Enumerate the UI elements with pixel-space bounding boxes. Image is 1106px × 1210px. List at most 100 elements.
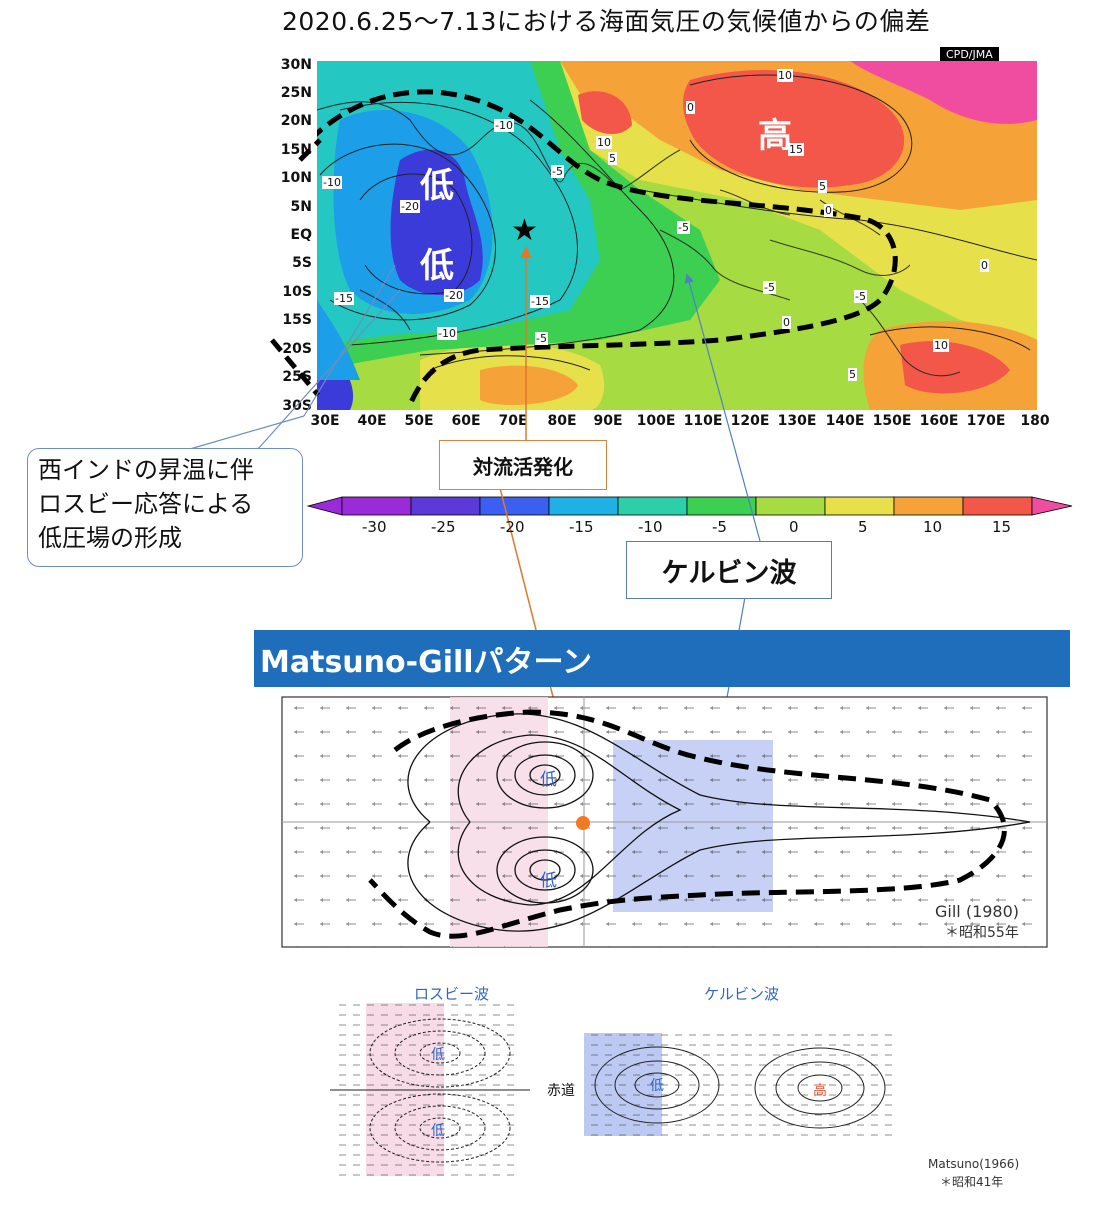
colorbar-tick: -15 (569, 518, 594, 536)
contour-label: 10 (596, 136, 612, 149)
lon-label: 120E (730, 413, 770, 429)
contour-label: 5 (818, 180, 827, 193)
lon-label: 60E (451, 413, 481, 429)
rossby-contours (369, 1018, 511, 1163)
colorbar-bin (686, 496, 757, 516)
dashed-outline (317, 89, 898, 406)
colorbar-tick: -25 (431, 518, 456, 536)
colorbar-cap-left (306, 496, 343, 516)
gill-diagram (281, 696, 1048, 948)
lat-label: 25N (280, 85, 312, 101)
contour-label: 15 (788, 143, 804, 156)
lon-label: 170E (966, 413, 1006, 429)
contour-label: -5 (535, 332, 548, 345)
pressure-anomaly-map (317, 61, 1037, 410)
lat-label: EQ (290, 227, 312, 243)
callout-pointer (303, 264, 396, 417)
colorbar-bin (410, 496, 481, 516)
colorbar-tick: 0 (789, 518, 799, 536)
lat-label: 15S (282, 312, 312, 328)
callout-line: ロスビー応答による (38, 490, 254, 518)
heating-source-marker (576, 816, 590, 830)
lon-label: 50E (404, 413, 434, 429)
figure-title: 2020.6.25～7.13における海面気圧の気候値からの偏差 (282, 7, 931, 36)
lon-label: 180 (1020, 413, 1050, 429)
contour-label: -10 (437, 327, 457, 340)
lon-label: 110E (683, 413, 723, 429)
gill-era: ＊昭和55年 (945, 925, 1019, 941)
matsuno-era: ＊昭和41年 (940, 1175, 1004, 1189)
colorbar-tick: -20 (500, 518, 525, 536)
rossby-wave-label: ロスビー波 (414, 985, 490, 1003)
lon-label: 150E (872, 413, 912, 429)
callout-pointer (189, 415, 305, 450)
contours (319, 74, 1037, 371)
contour-label: 0 (824, 204, 833, 217)
matsuno-citation: Matsuno(1966) (928, 1157, 1020, 1171)
colorbar-bin (341, 496, 412, 516)
callout-line: 低圧場の形成 (38, 524, 182, 552)
high-pressure-label: 高 (758, 116, 792, 156)
lat-label: 30N (280, 57, 312, 73)
contour-label: 0 (782, 316, 791, 329)
colorbar-bin (824, 496, 895, 516)
dashed-outline-tail (270, 338, 320, 397)
contour-label: -15 (530, 295, 550, 308)
lat-label: 20N (280, 113, 312, 129)
convection-callout: 対流活発化 (439, 440, 607, 490)
gill-low-north: 低 (540, 770, 557, 790)
lon-label: 100E (636, 413, 676, 429)
colorbar-tick: -10 (638, 518, 663, 536)
contour-label: 5 (608, 152, 617, 165)
gill-low-south: 低 (540, 871, 557, 891)
contour-label: -10 (322, 176, 342, 189)
dashed-outline-tail (298, 138, 322, 162)
kelvin-low-label: 低 (650, 1078, 664, 1094)
lat-label: 10N (280, 170, 312, 186)
callout-line: 西インドの昇温に伴 (38, 456, 254, 484)
colorbar-bin (962, 496, 1033, 516)
contour-label: -20 (444, 289, 464, 302)
lat-label: 20S (282, 341, 312, 357)
lat-label: 10S (282, 284, 312, 300)
lon-label: 140E (825, 413, 865, 429)
rossby-response-callout: 西インドの昇温に伴 ロスビー応答による 低圧場の形成 (27, 448, 303, 567)
colorbar-bin (755, 496, 826, 516)
colorbar-tick: 10 (923, 518, 943, 536)
gill-dashed-outline (368, 709, 1007, 939)
colorbar-tick: 15 (992, 518, 1012, 536)
contour-label: 0 (980, 259, 989, 272)
contour-label: -5 (677, 221, 690, 234)
contour-label: 5 (848, 368, 857, 381)
contour-label: 10 (933, 339, 949, 352)
lon-label: 80E (547, 413, 577, 429)
matsuno-kelvin-diagram (584, 1033, 894, 1136)
contour-label: -5 (551, 165, 564, 178)
colorbar-bin (893, 496, 964, 516)
colorbar-bin (548, 496, 619, 516)
matsuno-rossby-diagram (330, 1003, 530, 1176)
lon-label: 160E (919, 413, 959, 429)
gill-citation: Gill (1980) (935, 902, 1020, 921)
low-pressure-label: 低 (420, 166, 454, 206)
kelvin-wave-callout: ケルビン波 (626, 541, 832, 599)
colorbar-bin (617, 496, 688, 516)
section-banner: Matsuno-Gillパターン (254, 630, 1070, 687)
colorbar-bin (479, 496, 550, 516)
colorbar-cap-right (1031, 496, 1073, 516)
contour-label: -15 (334, 292, 354, 305)
contour-label: -5 (763, 281, 776, 294)
kelvin-wind-vectors (584, 1033, 894, 1136)
map-credit: CPD/JMA (940, 47, 999, 62)
low-pressure-label: 低 (420, 246, 454, 286)
colorbar (306, 496, 1073, 516)
contour-label: -20 (400, 200, 420, 213)
rossby-low-south: 低 (431, 1123, 445, 1139)
colorbar-tick: 5 (858, 518, 868, 536)
lat-label: 30S (282, 398, 312, 414)
callout-pointer (257, 289, 401, 450)
contour-label: -5 (854, 290, 867, 303)
lon-label: 90E (593, 413, 623, 429)
lat-label: 5N (290, 199, 312, 215)
